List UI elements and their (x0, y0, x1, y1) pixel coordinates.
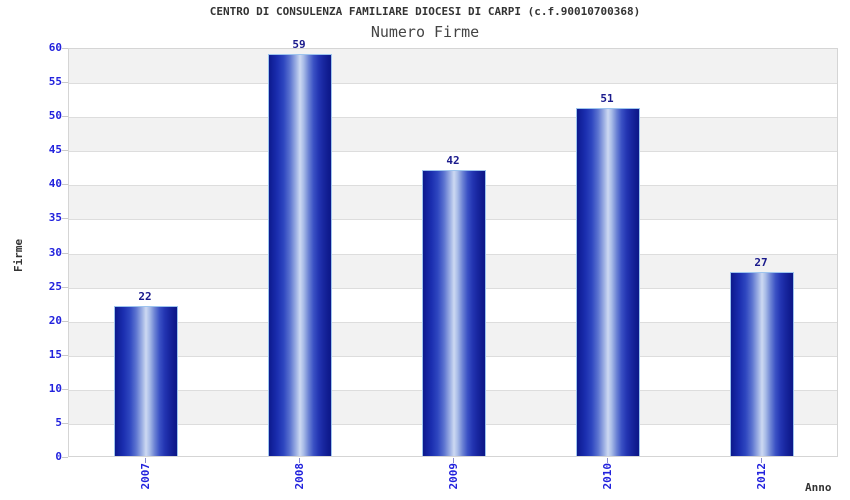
y-tick-label: 5 (55, 415, 62, 429)
bar-value-label: 22 (138, 290, 152, 304)
y-tick-label: 50 (48, 109, 62, 123)
y-tick-label: 10 (48, 381, 62, 395)
plot-area (68, 48, 838, 457)
y-tick-label: 15 (48, 347, 62, 361)
x-tick-mark (145, 458, 146, 463)
x-tick-mark (607, 458, 608, 463)
y-tick-mark (62, 218, 68, 219)
y-tick-label: 20 (48, 313, 62, 327)
y-tick-label: 0 (55, 450, 62, 463)
x-tick-label: 2010 (601, 463, 614, 490)
gridline (69, 83, 837, 84)
bar-value-label: 27 (754, 255, 768, 269)
x-tick-mark (299, 458, 300, 463)
y-tick-mark (62, 321, 68, 322)
x-tick-mark (761, 458, 762, 463)
x-tick-label: 2008 (293, 463, 306, 490)
background-band (69, 117, 837, 152)
background-band (69, 49, 837, 84)
bar[interactable] (114, 306, 178, 456)
y-tick-mark (62, 82, 68, 83)
y-tick-label: 30 (48, 245, 62, 259)
y-tick-mark (62, 150, 68, 151)
x-tick-mark (453, 458, 454, 463)
y-tick-mark (62, 355, 68, 356)
bar[interactable] (730, 271, 794, 456)
chart-title: CENTRO DI CONSULENZA FAMILIARE DIOCESI D… (209, 5, 641, 18)
x-tick-label: 2009 (447, 463, 460, 490)
y-tick-label: 60 (48, 41, 62, 54)
bar-value-label: 59 (292, 37, 306, 51)
bar[interactable] (268, 53, 332, 456)
y-tick-mark (62, 423, 68, 424)
y-tick-label: 40 (48, 177, 62, 191)
x-axis-title: Anno (805, 481, 832, 494)
y-tick-label: 35 (48, 211, 62, 225)
chart-subtitle: Numero Firme (370, 23, 480, 41)
x-tick-label: 2012 (755, 463, 768, 490)
y-tick-mark (62, 457, 68, 458)
y-tick-mark (62, 48, 68, 49)
y-tick-mark (62, 116, 68, 117)
y-tick-label: 45 (48, 143, 62, 157)
bar-value-label: 42 (446, 153, 460, 167)
bar-value-label: 51 (600, 92, 614, 106)
y-tick-mark (62, 184, 68, 185)
y-tick-label: 25 (48, 279, 62, 293)
y-axis-title: Firme (12, 238, 25, 272)
y-axis-ticks: 0 5 10 15 20 25 30 35 40 45 50 55 60 (0, 41, 68, 463)
y-tick-mark (62, 287, 68, 288)
y-tick-mark (62, 389, 68, 390)
bar[interactable] (576, 108, 640, 456)
bar[interactable] (422, 169, 486, 456)
y-tick-mark (62, 253, 68, 254)
gridline (69, 151, 837, 152)
y-tick-label: 55 (48, 75, 62, 89)
gridline (69, 117, 837, 118)
x-tick-label: 2007 (139, 463, 152, 490)
